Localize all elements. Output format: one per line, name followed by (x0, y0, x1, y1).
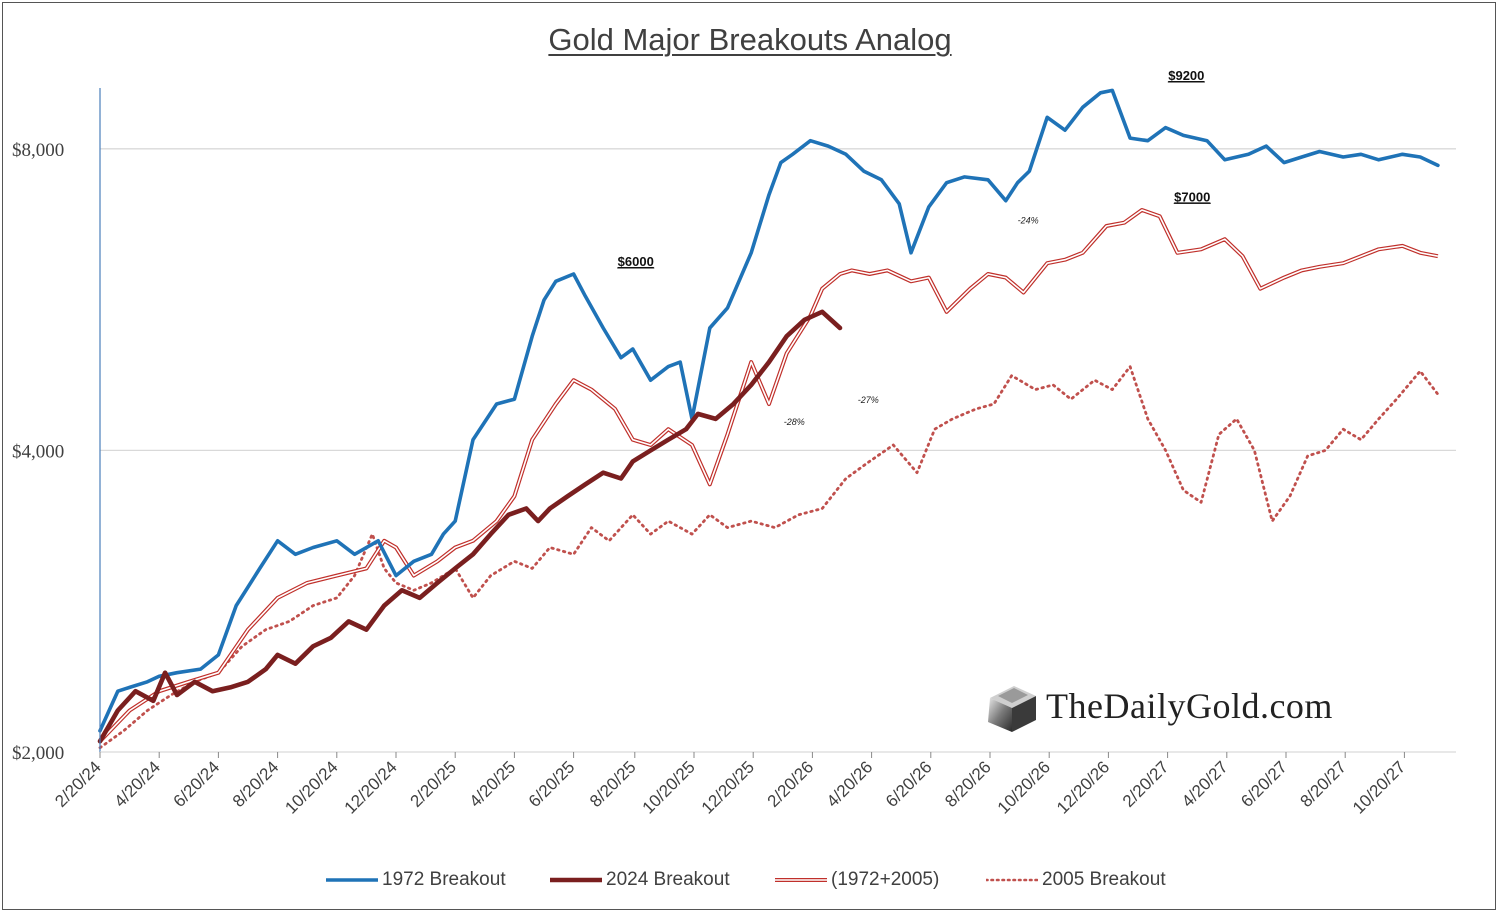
annotation-drawdown: -24% (1018, 215, 1039, 225)
x-tick-label: 8/20/24 (229, 757, 283, 811)
annotation-drawdown: -27% (858, 395, 879, 405)
x-tick-label: 8/20/25 (586, 757, 640, 811)
y-tick-label: $4,000 (12, 441, 64, 462)
grid-layer (100, 148, 1456, 452)
x-tick-label: 2/20/25 (406, 757, 460, 811)
annotation-drawdown: -28% (784, 417, 805, 427)
x-tick-label: 8/20/26 (941, 757, 995, 811)
annotation-price: $9200 (1168, 68, 1204, 83)
x-tick-label: 8/20/27 (1296, 757, 1350, 811)
gold-bar-icon (988, 686, 1036, 732)
x-tick-label: 12/20/24 (341, 757, 401, 817)
x-tick-label: 4/20/27 (1178, 757, 1232, 811)
legend-label-1972: 1972 Breakout (382, 869, 506, 890)
legend-swatch-1972 (326, 878, 378, 882)
legend-item-2024: 2024 Breakout (550, 866, 730, 894)
x-tick-label: 2/20/26 (764, 757, 818, 811)
y-tick-label: $2,000 (12, 743, 64, 764)
x-tick-label: 10/20/25 (639, 757, 699, 817)
x-tick-label: 2/20/27 (1119, 757, 1173, 811)
legend-item-1972: 1972 Breakout (326, 866, 506, 894)
legend-label-2005: 2005 Breakout (1042, 869, 1166, 890)
x-tick-label: 6/20/27 (1237, 757, 1291, 811)
logo-text: TheDailyGold.com (1046, 686, 1333, 726)
x-tick-label: 2/20/24 (51, 757, 105, 811)
x-tick-label: 4/20/25 (466, 757, 520, 811)
x-tick-label: 10/20/24 (281, 757, 341, 817)
site-logo: TheDailyGold.com (984, 676, 1333, 736)
legend-swatch-2024 (550, 877, 602, 883)
legend-label-2024: 2024 Breakout (606, 869, 730, 890)
chart-title: Gold Major Breakouts Analog (548, 22, 952, 57)
x-tick-label: 12/20/25 (698, 757, 758, 817)
legend-label-combo: (1972+2005) (831, 869, 940, 890)
legend-swatch-2005 (986, 878, 1038, 882)
series-2024-breakout-line (97, 309, 843, 744)
x-tick-label: 6/20/24 (170, 757, 224, 811)
x-tick-label: 10/20/27 (1349, 757, 1409, 817)
annotation-price: $6000 (618, 254, 654, 269)
x-tick-label: 6/20/25 (525, 757, 579, 811)
series-1972-breakout-line (98, 88, 1440, 733)
y-tick-label: $8,000 (12, 140, 64, 161)
x-tick-label: 4/20/26 (823, 757, 877, 811)
x-tick-label: 10/20/26 (994, 757, 1054, 817)
x-tick-label: 12/20/26 (1053, 757, 1113, 817)
annotation-layer: $6000 $9200 $7000 -28% -27% -24% (617, 68, 1211, 427)
series-layer (97, 88, 1440, 750)
x-tick-label: 6/20/26 (882, 757, 936, 811)
legend: 1972 Breakout 2024 Breakout (1972+2005) … (0, 866, 1500, 894)
annotation-price: $7000 (1174, 189, 1210, 204)
legend-swatch-combo (775, 878, 827, 882)
x-tick-label: 4/20/24 (110, 757, 164, 811)
legend-item-combo: (1972+2005) (775, 866, 939, 894)
series-1972-2005-inner (99, 209, 1439, 742)
legend-item-2005: 2005 Breakout (986, 866, 1166, 894)
